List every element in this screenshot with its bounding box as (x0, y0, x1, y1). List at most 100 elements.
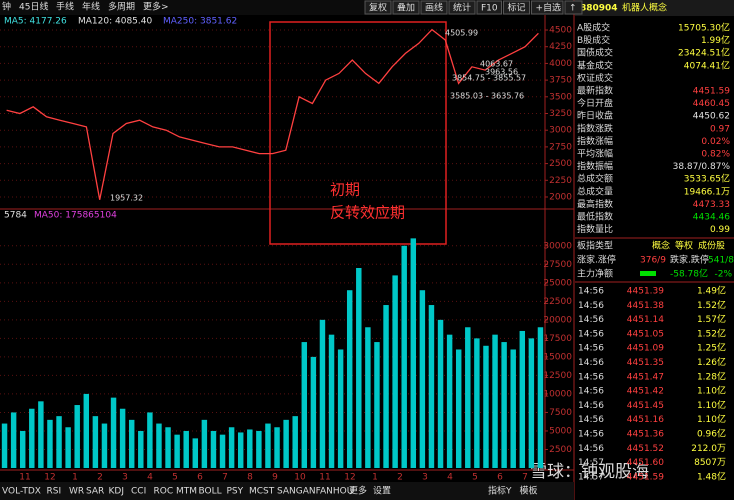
breadth-item: 376/9 (640, 256, 666, 266)
x-tick-label: 12 (344, 473, 355, 483)
volume-bar (437, 319, 444, 468)
indicator-tab[interactable]: BOLL (199, 487, 222, 497)
toolbar-button[interactable] (503, 0, 530, 15)
stat-value: 0.82% (701, 150, 730, 160)
volume-bar (174, 434, 180, 468)
toolbar-button[interactable] (392, 0, 420, 15)
toolbar-button[interactable] (364, 0, 392, 15)
volume-bar (292, 416, 298, 468)
volume-bar (256, 430, 262, 468)
indicator-tab[interactable]: MTM (176, 487, 197, 497)
indicator-tab[interactable]: VOL-TDX (2, 487, 41, 497)
highlight-box (269, 21, 447, 245)
volume-bar (65, 427, 71, 468)
volume-bar (310, 356, 317, 468)
stat-value: 4451.59 (693, 87, 730, 97)
toolbar-button[interactable] (531, 0, 564, 15)
toolbar-button-label[interactable]: 统计 (453, 2, 471, 14)
indicator-tab[interactable]: WR (69, 487, 84, 497)
indicator-tab[interactable]: SANGANFANHOU (277, 487, 353, 497)
toolbar-item[interactable]: 45日线 (19, 1, 48, 13)
legend-entry: 5784 (4, 211, 27, 221)
stat-label: 指数量比 (577, 223, 613, 235)
toolbar-button[interactable] (476, 0, 502, 15)
indicator-tab[interactable]: KDJ (109, 487, 125, 497)
x-tick-label: 2 (97, 473, 103, 483)
stat-label: 总成交额 (577, 173, 613, 185)
indicator-tab[interactable]: RSI (47, 487, 62, 497)
volume-bar (247, 429, 253, 468)
tick-price: 4451.35 (627, 358, 664, 368)
indicator-tab[interactable]: PSY (227, 487, 244, 497)
y-tick-label: 25000 (543, 278, 572, 288)
volume-bar (165, 427, 171, 468)
volume-bar (356, 268, 362, 468)
tick-price: 4451.42 (627, 387, 664, 397)
y-tick-label: 15000 (543, 352, 572, 362)
tick-volume: 1.26亿 (697, 356, 726, 368)
toolbar-item[interactable]: 钟 (2, 1, 11, 13)
board-type-item[interactable]: 概念 (652, 240, 670, 252)
toolbar-item[interactable]: 年线 (82, 1, 100, 13)
volume-bar (10, 412, 17, 468)
volume-bar (38, 401, 44, 468)
indicator-tab[interactable]: 模板 (520, 485, 538, 497)
legend-entry: MA5: 4177.26 (4, 17, 67, 27)
volume-bar (138, 430, 144, 468)
tick-time: 14:56 (578, 315, 604, 325)
volume-bar (519, 330, 526, 468)
price-annotation: 3854.75 - 3855.57 (452, 74, 526, 83)
stat-value: 4473.33 (693, 200, 730, 210)
indicator-tab[interactable]: 设置 (373, 486, 391, 497)
volume-bar (392, 275, 398, 468)
tick-price: 4451.14 (627, 315, 664, 325)
toolbar-button-label[interactable]: 画线 (425, 2, 443, 14)
x-tick-label: 8 (247, 473, 253, 483)
volume-bar (346, 290, 353, 468)
board-type-item[interactable]: 成份股 (698, 240, 725, 252)
indicator-tab[interactable]: SAR (86, 487, 104, 497)
tick-price: 4451.52 (627, 444, 664, 454)
toolbar-button-label[interactable]: 复权 (369, 2, 387, 14)
tick-time: 14:56 (578, 415, 604, 425)
indicator-tab[interactable]: 更多 (349, 485, 367, 497)
y-tick-label: 3000 (549, 126, 572, 136)
x-tick-label: 1 (372, 473, 378, 483)
tick-price: 4451.39 (627, 287, 664, 297)
indicator-tab[interactable]: CCI (131, 487, 146, 497)
toolbar-item[interactable]: 多周期 (108, 1, 135, 13)
volume-bar (101, 423, 108, 468)
x-tick-label: 4 (147, 473, 153, 483)
toolbar-button[interactable] (420, 0, 448, 15)
tick-time: 14:56 (578, 358, 604, 368)
breadth-item: 541/8 (708, 256, 734, 266)
toolbar-button-label[interactable]: ↑ (569, 4, 577, 14)
toolbar-button-label[interactable]: 叠加 (397, 3, 415, 14)
x-tick-label: 12 (44, 473, 55, 483)
board-type-item[interactable]: 等权 (675, 240, 693, 252)
stat-label: 总成交量 (577, 185, 613, 197)
volume-bar (147, 412, 153, 468)
tick-time: 14:56 (578, 329, 604, 339)
volume-bar (83, 393, 90, 468)
indicator-tab[interactable]: MCST (249, 487, 275, 497)
tick-time: 14:56 (578, 372, 604, 382)
toolbar-button-label[interactable]: F10 (481, 4, 498, 14)
indicator-tab[interactable]: 指标Y (488, 485, 512, 497)
toolbar-button-label[interactable]: 标记 (508, 2, 526, 14)
toolbar-button-label[interactable]: +自选 (536, 2, 562, 14)
volume-bar (210, 430, 217, 468)
toolbar-button[interactable] (564, 0, 583, 15)
stat-label: 国债成交 (577, 47, 613, 59)
toolbar-button[interactable] (448, 0, 476, 15)
stat-label: 基金成交 (577, 59, 613, 71)
indicator-tab[interactable]: ROC (154, 487, 174, 497)
toolbar-item[interactable]: 更多> (143, 1, 169, 13)
stat-value: 19466.1万 (684, 187, 730, 197)
toolbar-item[interactable]: 手线 (56, 1, 74, 13)
tick-time: 14:56 (578, 444, 604, 454)
volume-bar (428, 305, 435, 468)
tick-price: 4451.09 (627, 344, 664, 354)
y-tick-label: 20000 (543, 315, 572, 325)
